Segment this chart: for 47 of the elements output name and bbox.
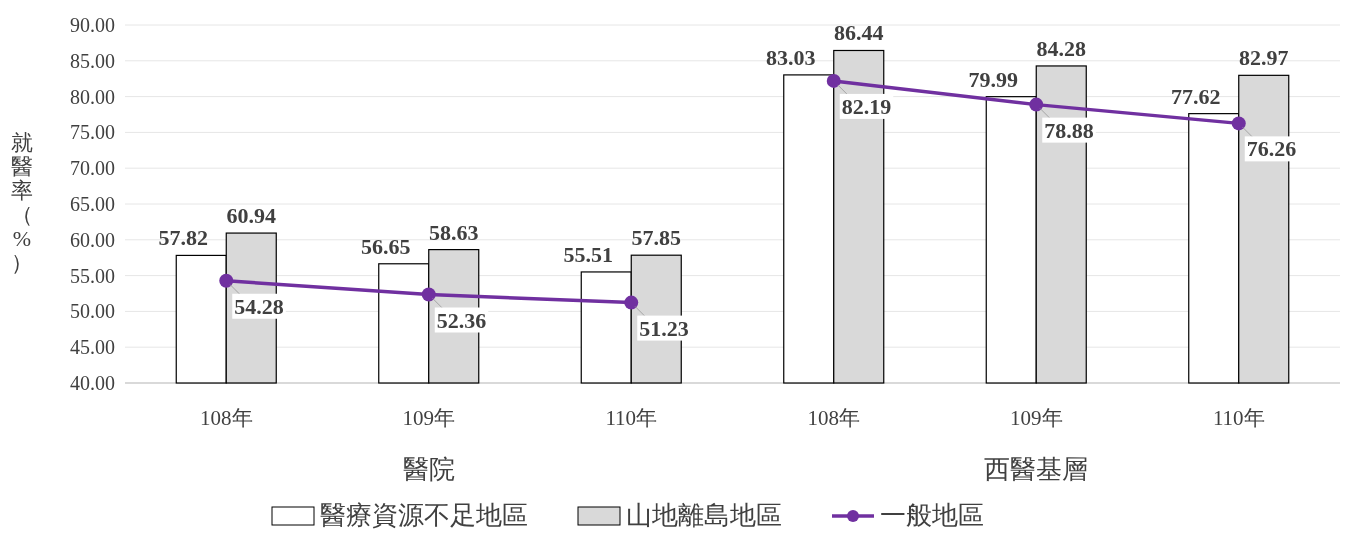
legend-label: 一般地區 <box>880 501 984 530</box>
y-tick-label: 75.00 <box>70 121 115 144</box>
data-label: 55.51 <box>563 241 613 267</box>
data-label: 57.82 <box>158 225 208 251</box>
data-label: 77.62 <box>1171 83 1221 109</box>
data-label: 57.85 <box>631 225 681 251</box>
point <box>219 273 234 288</box>
data-label: 78.88 <box>1044 117 1094 143</box>
x-tick-label: 109年 <box>402 406 455 430</box>
y-tick-label: 85.00 <box>70 49 115 72</box>
data-label: 54.28 <box>234 293 284 319</box>
data-label: 52.36 <box>436 307 487 333</box>
data-label: 82.97 <box>1239 45 1289 71</box>
y-tick-label: 65.00 <box>70 193 115 215</box>
y-tick-label: 40.00 <box>70 372 115 394</box>
text: 西醫基層 <box>984 455 1089 484</box>
data-label: 58.63 <box>429 219 479 245</box>
y-tick-label: 80.00 <box>70 85 115 108</box>
point <box>1029 97 1044 112</box>
text: 醫院 <box>402 455 455 484</box>
data-label: 82.19 <box>841 93 892 119</box>
y-tick-label: 55.00 <box>70 264 115 287</box>
x-tick-label: 110年 <box>1212 406 1265 430</box>
x-tick-label: 110年 <box>605 406 658 430</box>
x-tick-label: 108年 <box>200 406 253 430</box>
data-label: 60.94 <box>226 203 276 229</box>
x-tick-label: 108年 <box>807 406 860 430</box>
point <box>421 287 436 302</box>
point <box>624 295 639 310</box>
data-label: 76.26 <box>1246 136 1297 162</box>
y-tick-label: 90.00 <box>70 14 115 36</box>
x-tick-label: 109年 <box>1010 406 1063 430</box>
data-label: 56.65 <box>361 233 411 259</box>
y-tick-label: 70.00 <box>70 157 115 180</box>
y-tick-label: 60.00 <box>70 228 115 251</box>
point <box>826 73 841 88</box>
y-axis-title: 就醫率（%） <box>11 130 33 275</box>
y-tick-label: 50.00 <box>70 300 115 323</box>
data-label: 79.99 <box>968 66 1018 92</box>
data-label: 84.28 <box>1036 35 1086 61</box>
point <box>1231 116 1246 131</box>
y-tick-label: 45.00 <box>70 336 115 359</box>
data-label: 86.44 <box>834 20 884 46</box>
legend-label: 醫療資源不足地區 <box>320 501 528 530</box>
data-label: 51.23 <box>639 315 689 341</box>
data-label: 83.03 <box>766 44 816 70</box>
legend-label: 山地離島地區 <box>626 501 782 530</box>
